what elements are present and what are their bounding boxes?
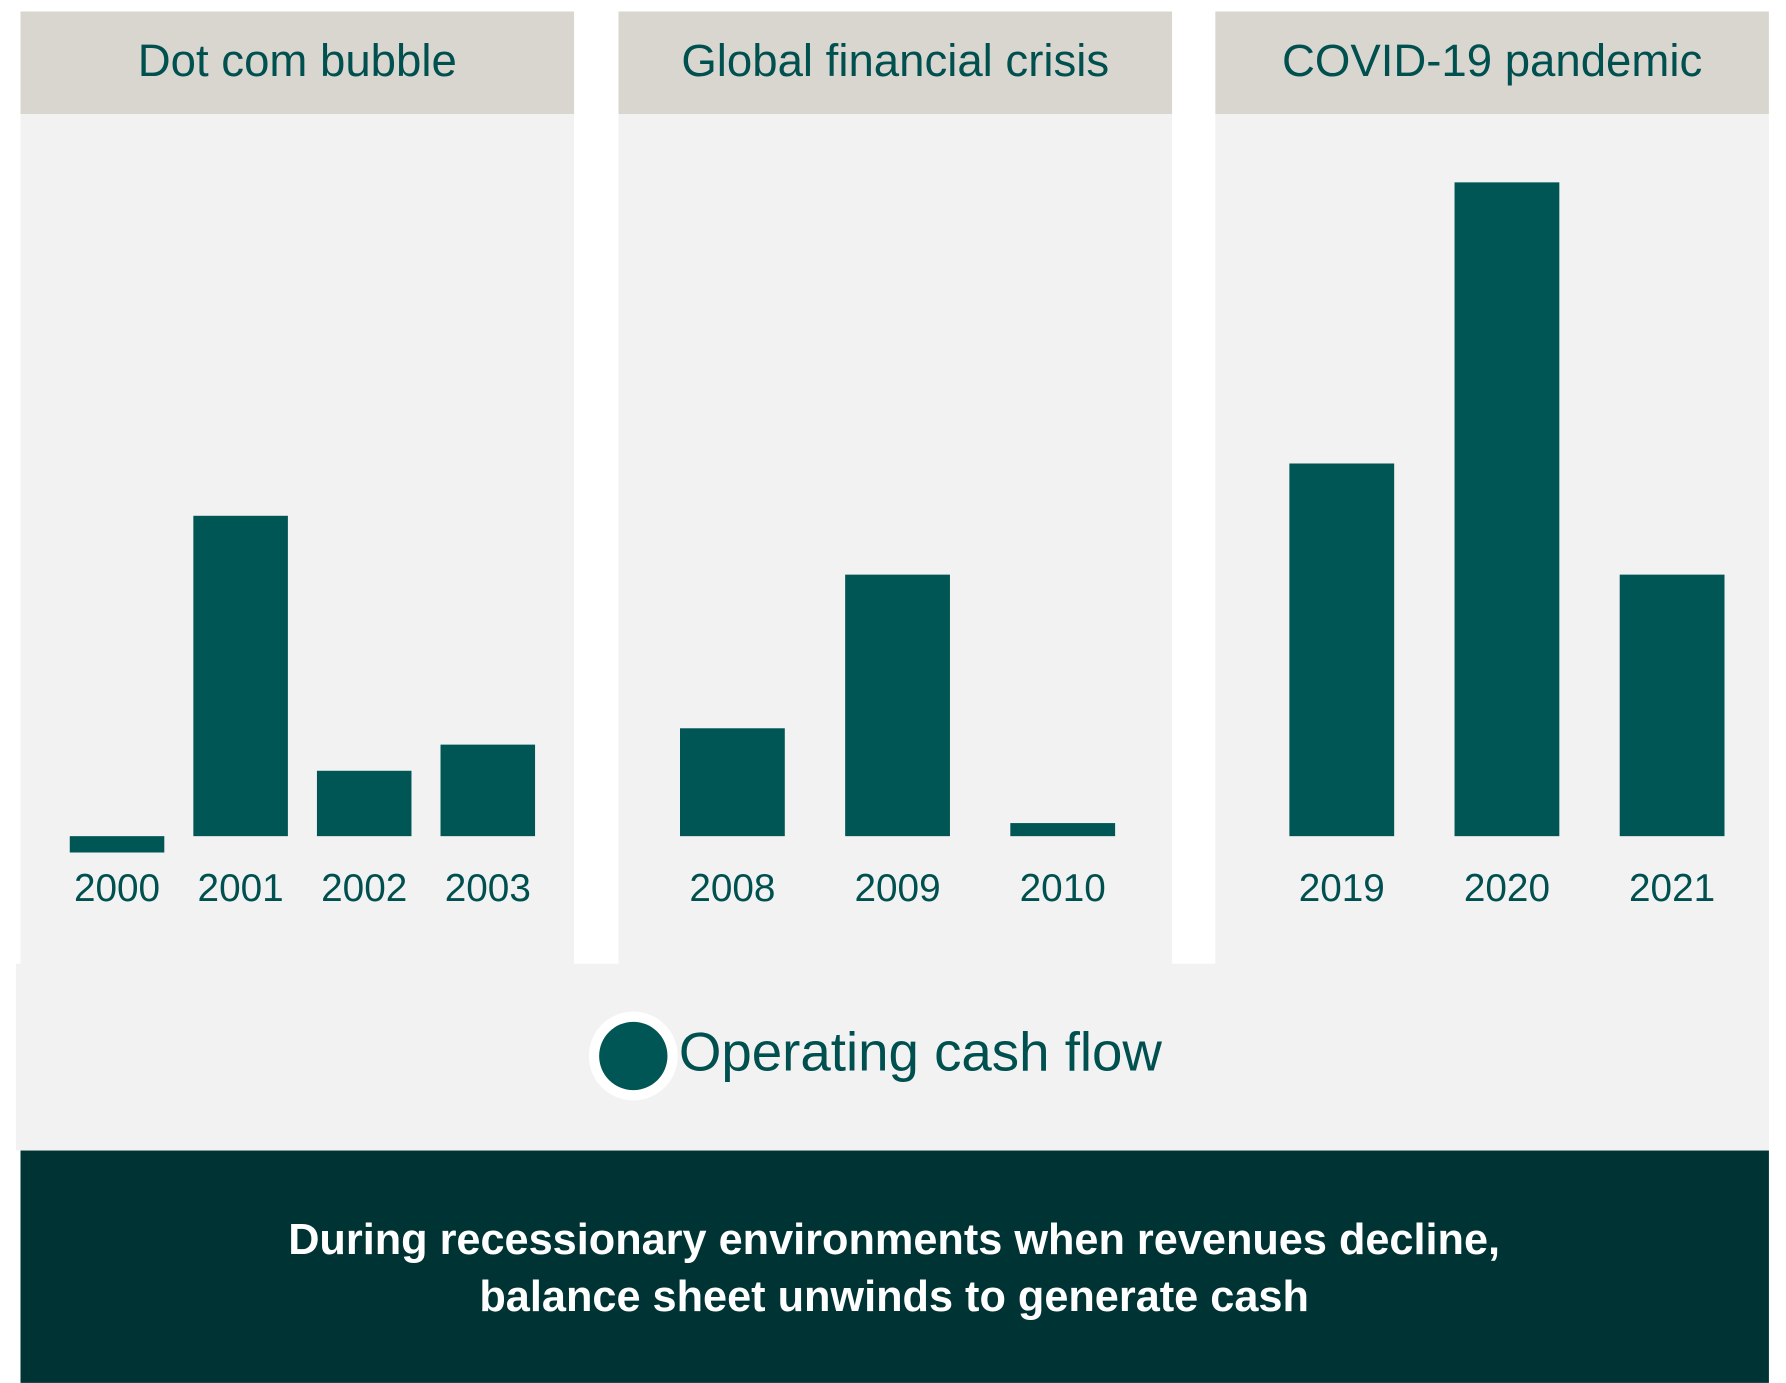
bar [1010, 823, 1116, 837]
panel-title: COVID-19 pandemic [1282, 35, 1702, 86]
bar [845, 574, 950, 837]
x-tick-label: 2009 [854, 867, 940, 910]
footer-text: balance sheet unwinds to generate cash [479, 1273, 1309, 1321]
legend-swatch [599, 1021, 668, 1091]
x-tick-label: 2008 [689, 867, 775, 910]
bar [440, 744, 536, 837]
x-tick-label: 2001 [198, 867, 284, 910]
x-tick-label: 2000 [74, 867, 160, 910]
legend-area [15, 963, 1769, 1151]
bar [69, 836, 165, 853]
panel-header [618, 11, 1173, 115]
footer-text: During recessionary environments when re… [288, 1216, 1500, 1264]
panel-background [618, 114, 1173, 965]
panel-title: Dot com bubble [138, 35, 457, 86]
x-tick-label: 2003 [445, 867, 531, 910]
x-tick-label: 2019 [1299, 867, 1385, 910]
x-tick-label: 2021 [1629, 867, 1715, 910]
x-tick-label: 2002 [321, 867, 407, 910]
x-tick-label: 2020 [1464, 867, 1550, 910]
bar [1619, 574, 1725, 837]
panel-header [1215, 11, 1769, 115]
bar [680, 728, 785, 837]
footer-area [20, 1150, 1769, 1383]
bar [316, 770, 412, 837]
bar [193, 515, 288, 837]
legend-label: Operating cash flow [679, 1021, 1163, 1082]
panel-header [20, 11, 575, 115]
x-tick-label: 2010 [1020, 867, 1106, 910]
bar [1454, 182, 1560, 837]
bar [1289, 463, 1395, 837]
panel-title: Global financial crisis [681, 35, 1109, 86]
